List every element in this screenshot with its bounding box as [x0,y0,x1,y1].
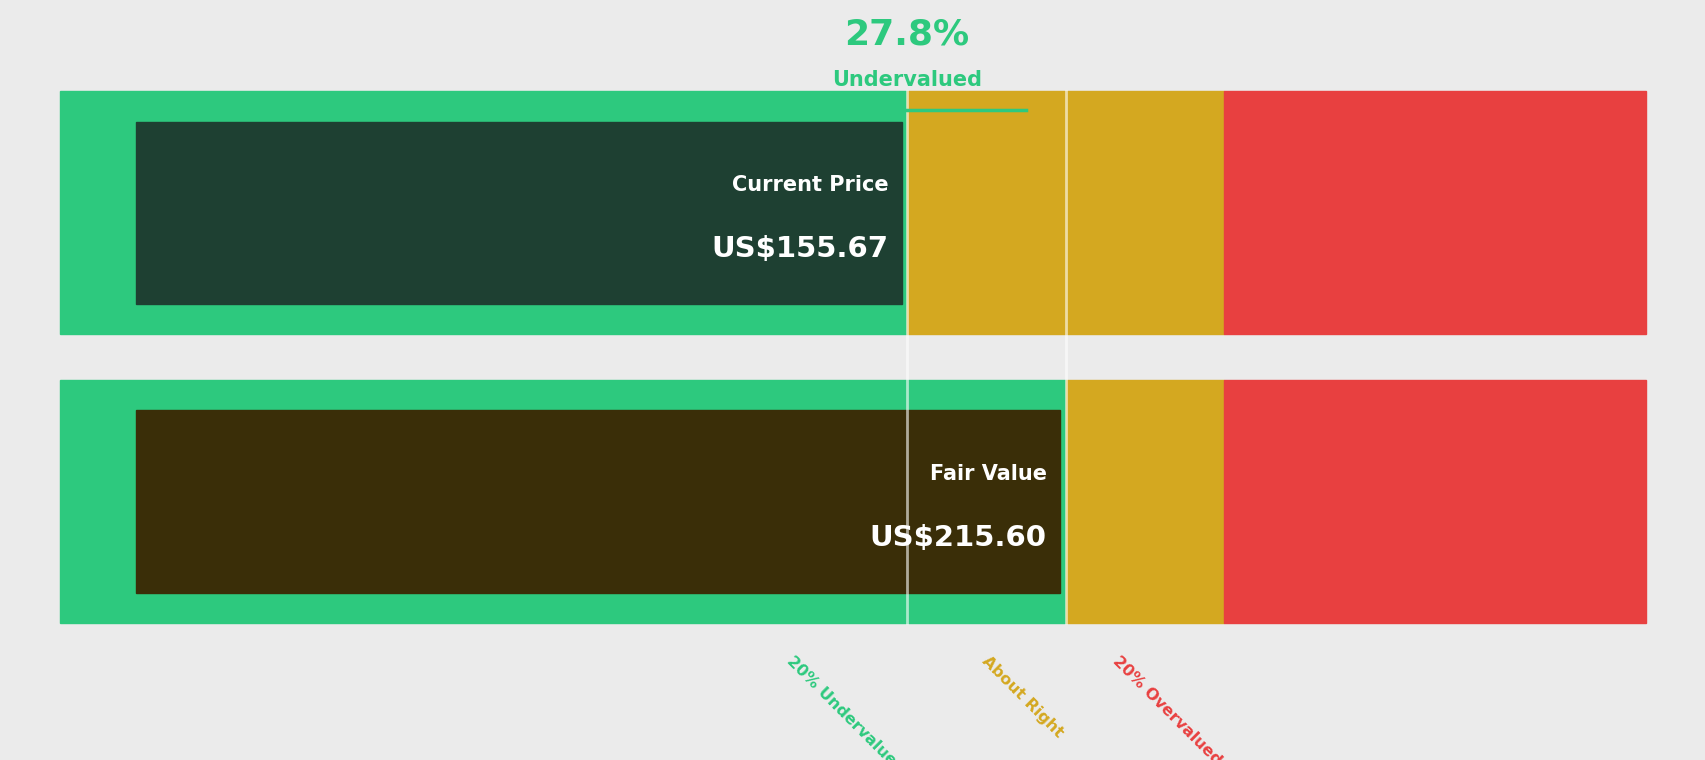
Text: US$215.60: US$215.60 [870,524,1047,552]
Text: Current Price: Current Price [731,176,888,195]
Bar [907,91,1066,334]
Bar [1224,91,1645,334]
Bar [60,380,1066,623]
Text: US$155.67: US$155.67 [711,236,888,263]
Text: 20% Undervalued: 20% Undervalued [783,654,907,760]
Bar [136,122,902,304]
Text: 20% Overvalued: 20% Overvalued [1108,654,1224,760]
Bar [136,410,1061,593]
Text: 27.8%: 27.8% [844,17,968,51]
Text: Fair Value: Fair Value [929,464,1047,484]
Text: About Right: About Right [979,654,1066,741]
Text: Undervalued: Undervalued [832,70,982,90]
Bar [1066,380,1224,623]
Bar [1224,380,1645,623]
Bar [1066,91,1224,334]
Bar [60,91,907,334]
